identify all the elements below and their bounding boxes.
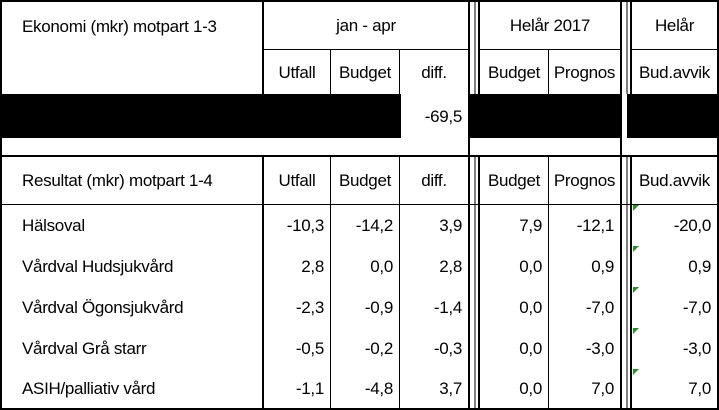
row-diff: -0,3 (433, 338, 462, 358)
section-col-budget: Budget (338, 171, 392, 190)
row-diff: 3,7 (439, 379, 462, 398)
row-name: Hälsoval (22, 215, 85, 235)
row-year-budget: 0,0 (519, 256, 542, 276)
cell-flag-icon (633, 205, 639, 211)
summary-diff-cell: -69,5 (401, 94, 468, 138)
row-year-budget: 0,0 (519, 297, 542, 317)
cell-flag-icon (633, 369, 639, 375)
row-budavvik: -3,0 (682, 338, 711, 358)
row-prognos: -7,0 (585, 297, 614, 317)
cell-flag-icon (633, 287, 639, 293)
row-utfall: -10,3 (286, 215, 325, 235)
row-name: Vårdval Ögonsjukvård (22, 297, 184, 317)
group-full-header: Helår (654, 16, 695, 35)
section-col-utfall: Utfall (278, 171, 316, 190)
col-year-budget-header: Budget (487, 62, 541, 82)
row-diff: 2,8 (439, 256, 462, 276)
summary-fill-left (0, 94, 400, 138)
row-prognos: 0,9 (591, 256, 614, 276)
row-year-budget: 7,9 (519, 215, 542, 235)
col-year-prognos-header: Prognos (553, 62, 616, 82)
group-year-header: Helår 2017 (509, 16, 591, 35)
col-budavvik-header: Bud.avvik (638, 62, 710, 82)
row-utfall: -1,1 (295, 379, 324, 398)
row-utfall: 2,8 (301, 256, 324, 276)
row-budget: -14,2 (355, 215, 394, 235)
row-diff: 3,9 (439, 215, 462, 235)
summary-fill-year (467, 94, 622, 138)
col-diff-header: diff. (421, 62, 447, 82)
row-prognos: -3,0 (585, 338, 614, 358)
section-col-year-prognos: Prognos (553, 171, 616, 190)
table-title: Ekonomi (mkr) motpart 1-3 (22, 16, 217, 36)
row-name: ASIH/palliativ vård (22, 379, 156, 398)
row-budget: -0,2 (364, 338, 393, 358)
row-prognos: -12,1 (576, 215, 615, 235)
row-year-budget: 0,0 (519, 379, 542, 398)
section-col-year-budget: Budget (487, 171, 541, 190)
row-budavvik: -20,0 (673, 215, 712, 235)
section-col-budavvik: Bud.avvik (638, 171, 710, 190)
row-prognos: 7,0 (591, 379, 614, 398)
row-name: Vårdval Grå starr (22, 338, 147, 358)
row-utfall: -0,5 (295, 338, 324, 358)
section-col-diff: diff. (421, 171, 447, 190)
summary-fill-full (627, 94, 719, 138)
row-budget: -0,9 (364, 297, 393, 317)
col-utfall-header: Utfall (278, 62, 316, 82)
group-period-header: jan - apr (336, 16, 396, 35)
row-budget: 0,0 (370, 256, 393, 276)
row-name: Vårdval Hudsjukvård (22, 256, 174, 276)
row-diff: -1,4 (433, 297, 462, 317)
row-year-budget: 0,0 (519, 338, 542, 358)
row-budget: -4,8 (364, 379, 393, 398)
cell-flag-icon (633, 246, 639, 252)
row-utfall: -2,3 (295, 297, 324, 317)
col-budget-header: Budget (338, 62, 392, 82)
row-budavvik: 7,0 (688, 379, 711, 398)
row-budavvik: -7,0 (682, 297, 711, 317)
row-budavvik: 0,9 (688, 256, 711, 276)
section-title: Resultat (mkr) motpart 1-4 (22, 171, 213, 190)
cell-flag-icon (633, 328, 639, 334)
